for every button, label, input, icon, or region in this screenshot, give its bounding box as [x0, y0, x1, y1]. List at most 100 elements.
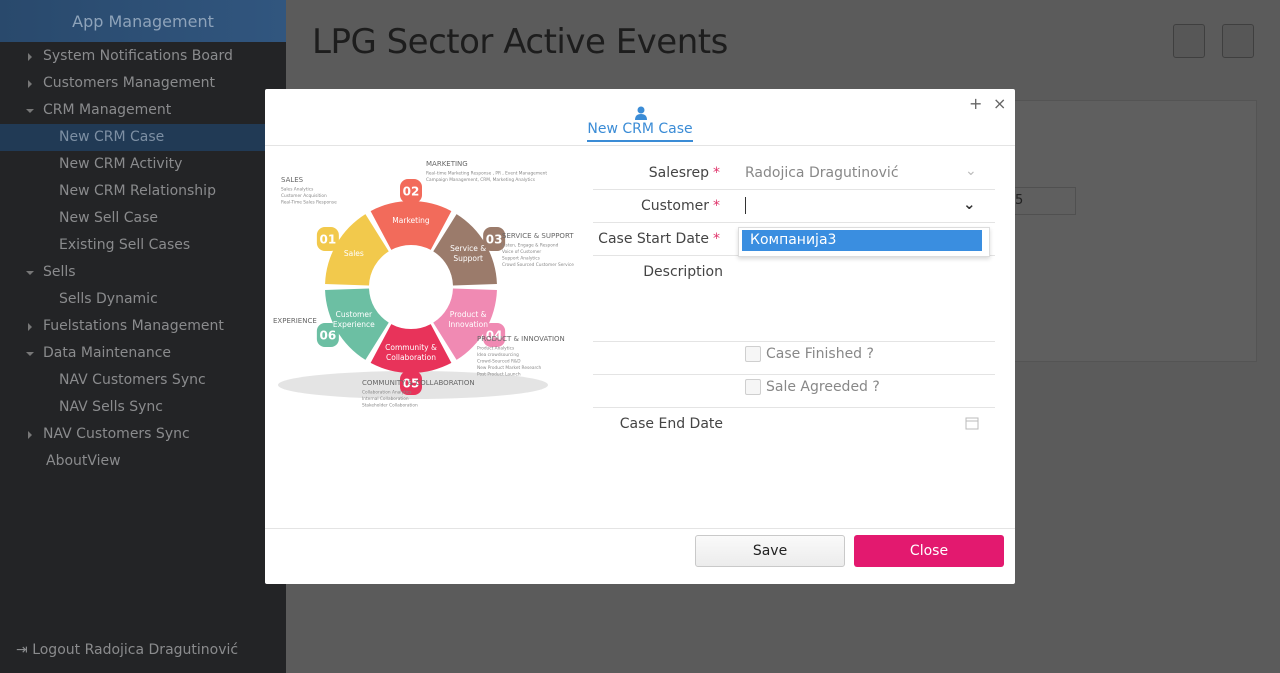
caption-line: Idea crowdsourcing	[477, 352, 519, 358]
caption-title: SALES	[281, 176, 304, 184]
nav-item[interactable]: System Notifications Board	[0, 43, 265, 70]
customer-dropdown-arrow[interactable]: ⌄	[963, 195, 976, 213]
tab[interactable]: New CRM Case	[587, 121, 693, 142]
caption-line: Product Analytics	[477, 346, 515, 352]
segment-label: Community &	[385, 343, 437, 352]
caption-title: SERVICE & SUPPORT	[502, 232, 574, 240]
wheel-segment	[433, 214, 497, 286]
segment-number: 03	[486, 233, 503, 247]
logout[interactable]: ⇥ Logout Radojica Dragutinović	[16, 642, 239, 658]
segment-label: Marketing	[392, 216, 430, 225]
caption-line: Sales Analytics	[281, 187, 314, 193]
nav-item[interactable]: New CRM Relationship	[59, 183, 216, 199]
caption-line: Crowd Sourced Customer Service	[502, 262, 574, 268]
footer-separator	[265, 528, 1015, 529]
nav-item[interactable]: New CRM Case	[0, 124, 265, 151]
row-separator	[593, 222, 995, 223]
nav-item[interactable]: Customers Management	[0, 70, 265, 97]
user-icon	[635, 106, 647, 120]
wheel-segment	[325, 288, 389, 360]
notifications-button[interactable]	[1173, 24, 1205, 58]
caption-title: COMMUNITY & COLLABORATION	[362, 379, 475, 387]
segment-label: Product &	[450, 310, 487, 319]
caption-line: Real-time Marketing Response , PR , Even…	[426, 171, 547, 177]
wheel-segment	[433, 288, 497, 360]
caption-line: Collaboration Analytics	[362, 390, 412, 396]
segment-label: Support	[453, 254, 483, 263]
wheel-segment	[370, 324, 452, 373]
nav-item[interactable]: Existing Sell Cases	[59, 237, 191, 253]
segment-number: 04	[486, 329, 503, 343]
page-title: LPG Sector Active Events	[312, 22, 728, 62]
input-value: 5	[1015, 193, 1024, 208]
segment-label: Collaboration	[386, 353, 436, 362]
save-button[interactable]: Save	[695, 535, 845, 567]
caption-line: Internal Collaboration	[362, 396, 409, 402]
salesrep-label: Salesrep *	[648, 165, 720, 181]
logout-text: Logout Radojica Dragutinović	[32, 642, 239, 658]
wheel-segment	[370, 201, 452, 250]
segment-label: Experience	[333, 320, 375, 329]
number-tab	[483, 323, 506, 347]
caption-line: Listen, Engage & Respond	[502, 243, 559, 249]
caption-line: New Product Market Research	[477, 365, 542, 371]
nav-item[interactable]: Sells Dynamic	[59, 291, 158, 307]
agreed-checkbox[interactable]	[745, 379, 761, 395]
wheel-segment	[325, 214, 389, 286]
caption-line: Crowd-Sourced R&D	[477, 359, 521, 365]
caption-line: Customer Acquisition	[281, 193, 327, 199]
nav-item[interactable]: NAV Sells Sync	[59, 399, 163, 415]
dropdown: Компанија3	[738, 227, 990, 257]
nav-item[interactable]: New Sell Case	[59, 210, 158, 226]
start-date-label: Case Start Date *	[598, 231, 720, 247]
caption-line: Voice of Customer	[502, 249, 541, 255]
separator	[265, 145, 1015, 146]
nav-item[interactable]: CRM Management	[0, 97, 265, 124]
segment-label: Innovation	[448, 320, 488, 329]
nav-item[interactable]: AboutView	[46, 453, 121, 469]
customer-label: Customer *	[640, 198, 720, 214]
edit-button[interactable]	[1222, 24, 1254, 58]
segment-number: 05	[403, 377, 420, 391]
maximize-button[interactable]: +	[969, 94, 983, 113]
sidebar-title: App Management	[0, 0, 286, 42]
caption-line: Real-Time Sales Response	[281, 200, 337, 206]
row-separator	[593, 374, 995, 375]
panel-input[interactable]: 5	[1010, 187, 1076, 215]
finished-checkbox[interactable]	[745, 346, 761, 362]
number-tab	[483, 227, 506, 251]
salesrep-dropdown-arrow[interactable]: ⌄	[965, 163, 977, 179]
nav-item[interactable]: Sells	[0, 259, 265, 286]
segment-label: Service &	[450, 244, 486, 253]
agreed-label[interactable]: Sale Agreeded ?	[766, 379, 880, 395]
row-separator	[593, 407, 995, 408]
number-tab	[316, 227, 339, 251]
salesrep-value: Radojica Dragutinović	[745, 165, 899, 181]
sidebar: App Management System Notifications Boar…	[0, 0, 286, 673]
description-label: Description	[643, 264, 723, 280]
nav-item[interactable]: Fuelstations Management	[0, 313, 265, 340]
nav-item[interactable]: New CRM Activity	[59, 156, 183, 172]
nav-item[interactable]: Data Maintenance	[0, 340, 265, 367]
nav-item[interactable]: NAV Customers Sync	[0, 421, 265, 448]
caption-title: EXPERIENCE	[273, 317, 317, 325]
calendar-icon[interactable]	[965, 416, 979, 430]
nav-item[interactable]: NAV Customers Sync	[59, 372, 206, 388]
number-tab	[400, 371, 422, 395]
caret	[745, 197, 746, 214]
segment-number: 02	[403, 185, 420, 199]
dropdown-option[interactable]: Компанија3	[742, 230, 982, 251]
caption-line: Campaign Management, CRM, Marketing Anal…	[426, 177, 536, 183]
caption-line: Support Analytics	[502, 256, 541, 262]
finished-label[interactable]: Case Finished ?	[766, 346, 874, 362]
caption-line: Stakeholder Collaboration	[362, 403, 418, 409]
number-tab	[400, 179, 422, 203]
close-button[interactable]: Close	[854, 535, 1004, 567]
close-x-button[interactable]: ×	[993, 94, 1007, 113]
caption-title: MARKETING	[426, 160, 468, 168]
segment-number: 06	[320, 329, 337, 343]
row-separator	[593, 341, 995, 342]
dialog: New CRM Case + × 02 Marketing 03 Service & S…	[265, 89, 1015, 584]
panel	[1000, 100, 1257, 362]
